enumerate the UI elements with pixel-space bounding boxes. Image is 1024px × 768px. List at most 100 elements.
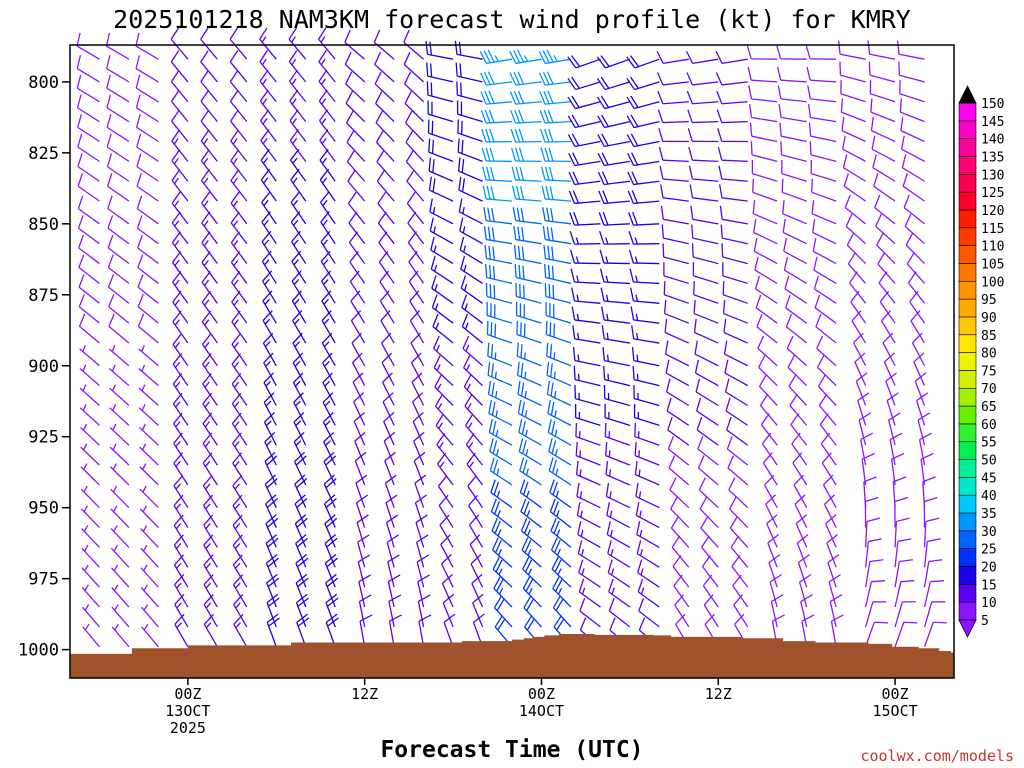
wind-barb-feather [376, 149, 385, 163]
wind-barb-shaft [138, 368, 159, 387]
wind-barb-shaft [722, 275, 748, 285]
wind-barb-shaft [406, 203, 425, 225]
wind-barb-feather [546, 207, 550, 222]
wind-barb-feather [689, 184, 694, 198]
colorbar-swatch [958, 191, 977, 211]
wind-barb-feather [483, 207, 487, 221]
wind-barb-shaft [604, 397, 631, 407]
wind-barb-feather [902, 173, 908, 187]
wind-barb-shaft [911, 342, 926, 367]
wind-barb-feather [829, 594, 843, 603]
wind-barb-feather [491, 401, 496, 416]
wind-barb-feather [430, 255, 436, 270]
wind-barb-feather [716, 90, 723, 104]
wind-barb-feather [106, 74, 111, 89]
wind-barb-feather [630, 76, 639, 89]
wind-barb [138, 404, 159, 426]
wind-barb-feather [409, 290, 420, 302]
wind-barb-feather [200, 109, 210, 122]
wind-barb-feather [318, 27, 327, 40]
wind-barb [693, 281, 719, 304]
wind-barb-half-feather [176, 602, 182, 609]
wind-barb-feather [413, 431, 425, 442]
wind-barb [796, 534, 809, 568]
wind-barb [844, 194, 867, 225]
wind-barb [567, 133, 601, 148]
wind-barb-shaft [431, 287, 454, 304]
wind-barb-shaft [430, 249, 454, 265]
wind-barb-half-feather [579, 469, 582, 477]
wind-barb-feather [375, 130, 384, 143]
colorbar-tick-label: 25 [981, 543, 997, 558]
wind-barb-feather [722, 299, 726, 314]
wind-barb-shaft [405, 122, 425, 142]
wind-barb [520, 498, 542, 529]
wind-barb-feather [800, 594, 813, 603]
wind-barb-feather [415, 494, 427, 504]
wind-barb [821, 452, 837, 486]
wind-barb [634, 422, 660, 446]
wind-barb-half-feather [610, 529, 613, 537]
wind-barb-feather [268, 617, 280, 627]
credit-link[interactable]: coolwx.com/models [860, 747, 1014, 765]
wind-barb [828, 574, 841, 608]
wind-barb-feather [469, 534, 481, 545]
wind-barb-feather [388, 594, 402, 603]
wind-barb [441, 573, 454, 608]
wind-barb-half-feather [527, 529, 531, 537]
wind-barb [547, 399, 572, 426]
wind-barb-shaft [751, 116, 778, 123]
wind-barb-feather [669, 477, 677, 491]
wind-barb-half-feather [203, 220, 209, 227]
wind-barb [404, 91, 425, 123]
wind-barb-half-feather [553, 55, 558, 62]
wind-barb-shaft [517, 374, 542, 387]
wind-barb [201, 191, 218, 225]
wind-barb-half-feather [321, 137, 327, 145]
wind-barb-feather [458, 198, 463, 213]
wind-barb [200, 129, 218, 162]
wind-barb [726, 416, 749, 446]
wind-barb [321, 270, 336, 304]
wind-barb [894, 601, 916, 628]
wind-barb [538, 49, 572, 65]
wind-barb [203, 594, 218, 628]
wind-barb-feather [860, 432, 873, 441]
wind-barb-feather [493, 481, 500, 496]
wind-barb [673, 574, 690, 608]
wind-barb-shaft [352, 381, 366, 406]
wind-barb [608, 578, 631, 608]
wind-barb-shaft [758, 366, 778, 387]
wind-barb-shaft [699, 508, 719, 529]
wind-barb [905, 232, 925, 265]
wind-barb [512, 185, 542, 202]
wind-barb-feather [293, 392, 304, 403]
wind-barb-feather [596, 77, 606, 90]
wind-barb-feather [626, 77, 636, 90]
wind-barb [139, 443, 159, 466]
wind-barb-shaft [546, 374, 572, 387]
wind-barb-shaft [262, 320, 277, 344]
wind-barb-half-feather [83, 525, 89, 532]
wind-barb-shaft [577, 514, 601, 529]
wind-barb-shaft [517, 355, 542, 367]
wind-barb-shaft [864, 581, 873, 608]
wind-barb-shaft [546, 333, 572, 344]
wind-barb-feather [290, 211, 301, 223]
wind-barb-feather [546, 49, 554, 63]
wind-barb-shaft [109, 407, 130, 426]
wind-barb-feather [907, 271, 917, 284]
wind-barb [232, 452, 248, 486]
wind-barb [288, 27, 307, 60]
wind-barb-shaft [357, 542, 366, 568]
wind-barb [106, 114, 130, 143]
wind-barb [631, 325, 660, 344]
wind-barb [428, 176, 454, 202]
wind-barb-feather [460, 255, 466, 270]
wind-barb-feather [571, 306, 576, 321]
wind-barb-feather [544, 263, 547, 278]
wind-barb [807, 103, 837, 123]
wind-barb-feather [259, 89, 269, 102]
wind-barb-shaft [347, 203, 366, 225]
wind-barb [440, 554, 454, 588]
